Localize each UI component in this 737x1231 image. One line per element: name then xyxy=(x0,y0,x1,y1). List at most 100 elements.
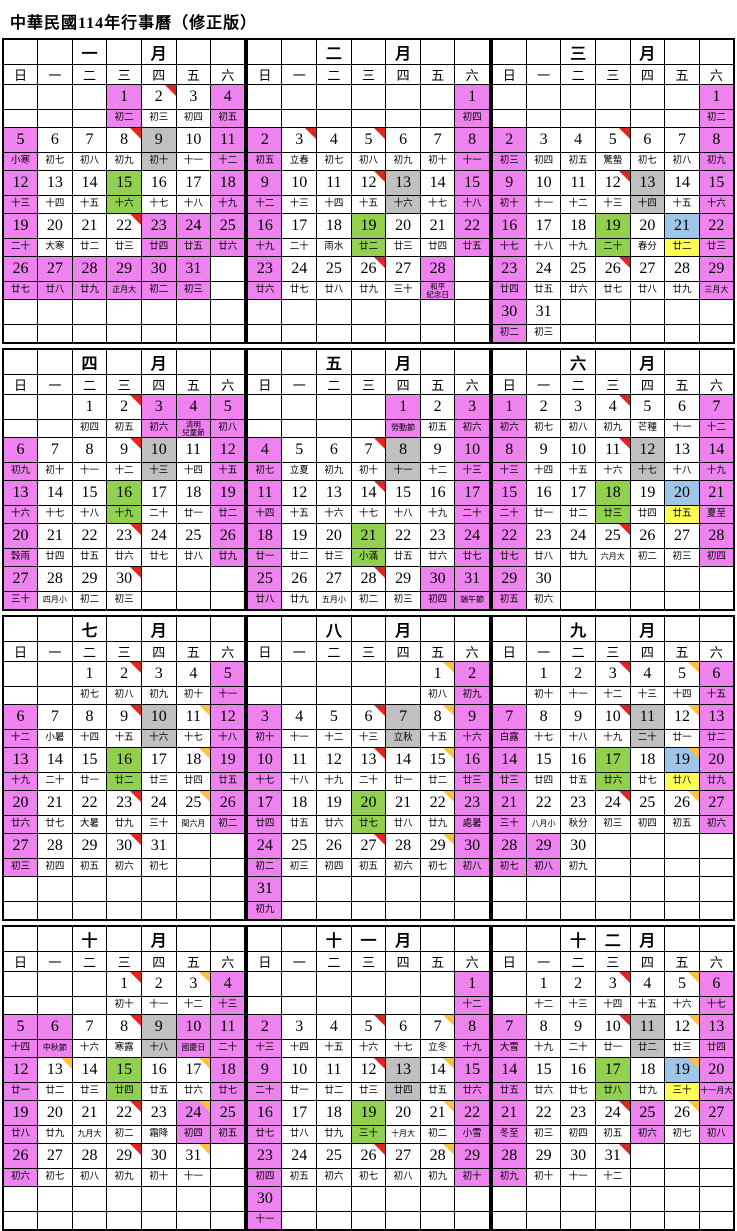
day-number-cell xyxy=(385,876,421,902)
day-number-cell xyxy=(454,299,491,325)
day-number-cell xyxy=(491,876,527,902)
month-name-cell xyxy=(664,615,700,642)
month-january: 一月日一二三四五六 1 2 3 4 初二 初三 初四 初五 5 6 7 8 9 10 11 小寒 初七 初八 初九 初十… xyxy=(2,38,247,344)
lunar-label-cell xyxy=(698,324,735,344)
day-number-cell: 16 xyxy=(560,1057,596,1083)
day-number-cell xyxy=(106,876,142,902)
lunar-label-cell: 小滿 xyxy=(350,548,387,567)
weekday-header: 三 xyxy=(594,374,631,395)
lunar-label-cell: 十一 xyxy=(71,462,108,481)
weekday-header: 一 xyxy=(525,641,562,662)
day-number-cell: 15 xyxy=(71,480,108,506)
day-number-cell: 9 xyxy=(140,1014,177,1040)
lunar-label-cell xyxy=(350,324,387,344)
day-number-cell: 18 xyxy=(281,790,318,816)
lunar-label-cell xyxy=(454,281,491,300)
lunar-label-cell: 初二 xyxy=(106,1125,142,1144)
lunar-label-cell: 十一 xyxy=(560,1168,596,1187)
month-name-cell: 一 xyxy=(71,38,108,65)
day-number-cell: 1 xyxy=(419,661,456,687)
day-number-cell xyxy=(246,661,283,687)
lunar-label-cell: 十七 xyxy=(175,729,212,748)
weekday-header: 二 xyxy=(71,64,108,85)
weekday-header: 二 xyxy=(316,951,352,972)
month-name-cell xyxy=(37,615,73,642)
day-number-cell: 22 xyxy=(71,523,108,549)
day-number-cell xyxy=(629,566,666,592)
month-name-cell xyxy=(491,615,527,642)
lunar-label-cell xyxy=(594,324,631,344)
day-number-cell: 31 xyxy=(175,1143,212,1169)
lunar-label-cell: 廿六 xyxy=(454,1082,491,1101)
day-number-cell: 15 xyxy=(454,1057,491,1083)
day-number-cell: 15 xyxy=(385,480,421,506)
lunar-label-cell xyxy=(629,1211,666,1231)
day-number-cell: 2 xyxy=(106,661,142,687)
lunar-label-cell: 廿六 xyxy=(210,238,246,257)
day-number-cell: 24 xyxy=(281,1143,318,1169)
day-number-cell: 27 xyxy=(2,566,39,592)
day-number-cell: 6 xyxy=(664,394,700,420)
day-number-cell: 13 xyxy=(385,1057,421,1083)
day-number-cell xyxy=(2,84,39,110)
lunar-label-cell: 十五 xyxy=(316,1039,352,1058)
orange-corner-mark xyxy=(443,791,454,802)
day-number-cell xyxy=(664,566,700,592)
day-number-cell: 21 xyxy=(698,480,735,506)
day-number-cell: 30 xyxy=(454,833,491,859)
lunar-label-cell xyxy=(2,419,39,438)
red-corner-mark xyxy=(618,662,630,673)
lunar-label-cell: 廿九 xyxy=(560,548,596,567)
weekday-header: 一 xyxy=(281,374,318,395)
weekday-header: 四 xyxy=(140,951,177,972)
lunar-label-cell xyxy=(316,1211,352,1231)
lunar-label-cell: 初六 xyxy=(316,1168,352,1187)
lunar-label-cell xyxy=(491,901,527,921)
day-number-cell: 14 xyxy=(350,480,387,506)
weekday-header: 六 xyxy=(454,641,491,662)
weekday-header: 日 xyxy=(246,951,283,972)
weekday-header: 四 xyxy=(140,641,177,662)
lunar-label-cell: 初九 xyxy=(454,686,491,705)
month-name-cell xyxy=(419,348,456,375)
lunar-label-cell xyxy=(71,996,108,1015)
day-number-cell: 24 xyxy=(594,790,631,816)
day-number-cell: 23 xyxy=(560,790,596,816)
day-number-cell: 12 xyxy=(2,170,39,196)
lunar-label-cell: 十五 xyxy=(629,996,666,1015)
lunar-label-cell xyxy=(246,686,283,705)
lunar-label-cell xyxy=(106,1211,142,1231)
day-number-cell: 10 xyxy=(281,170,318,196)
red-corner-mark xyxy=(164,85,176,96)
month-name-cell xyxy=(350,615,387,642)
day-number-cell: 28 xyxy=(419,1143,456,1169)
weekday-header: 二 xyxy=(560,951,596,972)
day-number-cell xyxy=(246,84,283,110)
month-name-cell xyxy=(246,38,283,65)
lunar-label-cell: 二十 xyxy=(210,1039,246,1058)
lunar-label-cell: 十六 xyxy=(594,462,631,481)
lunar-label-cell: 十六 xyxy=(140,729,177,748)
day-number-cell: 21 xyxy=(491,1100,527,1126)
lunar-label-cell: 廿八 xyxy=(37,281,73,300)
lunar-label-cell: 廿三 xyxy=(385,238,421,257)
month-name-cell xyxy=(698,38,735,65)
lunar-label-cell: 廿六 xyxy=(419,548,456,567)
lunar-label-cell: 初四 xyxy=(316,858,352,877)
day-number-cell: 20 xyxy=(37,1100,73,1126)
lunar-label-cell: 十一 xyxy=(560,686,596,705)
lunar-label-cell: 十八 xyxy=(525,238,562,257)
day-number-cell: 23 xyxy=(106,790,142,816)
lunar-label-cell xyxy=(140,901,177,921)
day-number-cell xyxy=(210,876,246,902)
lunar-label-cell: 十七 xyxy=(385,1039,421,1058)
day-number-cell xyxy=(629,876,666,902)
day-number-cell: 28 xyxy=(491,833,527,859)
lunar-label-cell: 初九 xyxy=(246,901,283,921)
lunar-label-cell: 廿三 xyxy=(594,505,631,524)
lunar-label-cell xyxy=(664,1168,700,1187)
red-corner-mark xyxy=(618,524,630,535)
lunar-label-cell: 十二 xyxy=(2,729,39,748)
day-number-cell: 8 xyxy=(71,437,108,463)
lunar-label-cell: 十一 xyxy=(525,195,562,214)
